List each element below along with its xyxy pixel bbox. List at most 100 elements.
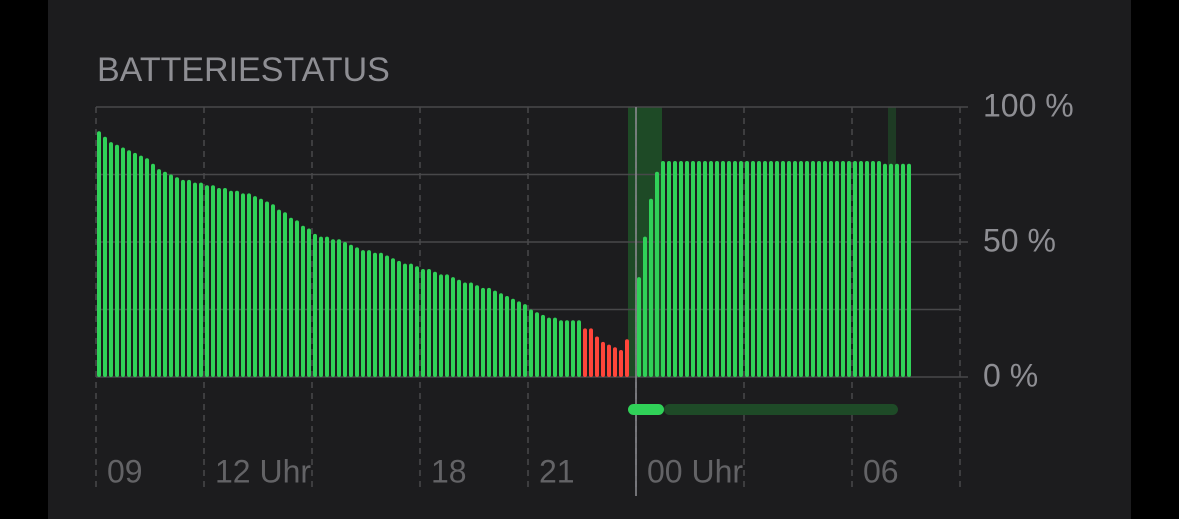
bar — [673, 161, 677, 377]
bar — [463, 282, 467, 377]
bar — [397, 260, 401, 377]
bar — [721, 161, 725, 377]
bar — [247, 193, 251, 377]
bar — [385, 255, 389, 377]
bar — [901, 163, 905, 377]
bar — [151, 163, 155, 377]
bar — [475, 285, 479, 377]
bar — [703, 161, 707, 377]
bar — [715, 161, 719, 377]
bar — [601, 341, 605, 377]
bars — [97, 131, 911, 377]
bar — [541, 314, 545, 377]
bar — [427, 269, 431, 377]
bar — [661, 161, 665, 377]
bar — [199, 182, 203, 377]
bar — [697, 161, 701, 377]
bar — [529, 309, 533, 377]
bar — [865, 161, 869, 377]
y-tick-label: 0 % — [983, 357, 1038, 393]
bar — [571, 320, 575, 377]
bar — [379, 252, 383, 377]
bar — [625, 339, 629, 377]
bar — [127, 150, 131, 377]
bar — [433, 271, 437, 377]
bar — [337, 239, 341, 377]
bar — [283, 212, 287, 377]
chart-title: BATTERIESTATUS — [97, 51, 390, 89]
bar — [439, 274, 443, 377]
x-tick-label: 18 — [431, 453, 467, 489]
bar — [793, 161, 797, 377]
bar — [499, 293, 503, 377]
bar — [637, 277, 641, 377]
x-tick-label: 21 — [539, 453, 575, 489]
bar — [367, 250, 371, 377]
bar — [883, 163, 887, 377]
bar — [787, 161, 791, 377]
bar — [355, 247, 359, 377]
bar — [589, 328, 593, 377]
bar — [859, 161, 863, 377]
bar — [607, 344, 611, 377]
bar — [709, 161, 713, 377]
bar — [655, 171, 659, 377]
bar — [265, 201, 269, 377]
bar — [145, 158, 149, 377]
bar — [97, 131, 101, 377]
bar — [667, 161, 671, 377]
bar — [517, 301, 521, 377]
activity-strip — [664, 404, 898, 415]
bar — [223, 188, 227, 377]
bar — [121, 147, 125, 377]
bar — [511, 298, 515, 377]
bar — [259, 198, 263, 377]
panel — [48, 0, 1131, 519]
bar — [535, 312, 539, 377]
bar — [805, 161, 809, 377]
bar — [553, 317, 557, 377]
bar — [559, 320, 563, 377]
bar — [853, 161, 857, 377]
bar — [295, 220, 299, 377]
bar — [691, 161, 695, 377]
activity-strip — [628, 404, 664, 415]
bar — [451, 277, 455, 377]
bar — [823, 161, 827, 377]
bar — [109, 142, 113, 377]
bar — [445, 274, 449, 377]
bar — [187, 179, 191, 377]
bar — [103, 136, 107, 377]
bar — [235, 190, 239, 377]
bar — [211, 185, 215, 377]
bar — [679, 161, 683, 377]
bar — [349, 244, 353, 377]
bar — [205, 185, 209, 377]
bar — [547, 317, 551, 377]
bar — [733, 161, 737, 377]
x-tick-label: 06 — [863, 453, 899, 489]
bar — [217, 188, 221, 377]
bar — [325, 236, 329, 377]
bar — [643, 236, 647, 377]
bar — [343, 242, 347, 377]
bar — [307, 228, 311, 377]
bar — [193, 182, 197, 377]
bar — [289, 217, 293, 377]
x-tick-label: 00 Uhr — [647, 453, 743, 489]
bar — [889, 163, 893, 377]
bar — [907, 163, 911, 377]
bar — [583, 328, 587, 377]
bar — [799, 161, 803, 377]
x-tick-label: 09 — [107, 453, 143, 489]
bar — [841, 161, 845, 377]
bar — [391, 258, 395, 377]
bar — [403, 263, 407, 377]
bar — [895, 163, 899, 377]
bar — [421, 269, 425, 377]
bar — [523, 304, 527, 377]
x-tick-label: 12 Uhr — [215, 453, 311, 489]
bar — [763, 161, 767, 377]
bar — [577, 320, 581, 377]
bar — [241, 193, 245, 377]
